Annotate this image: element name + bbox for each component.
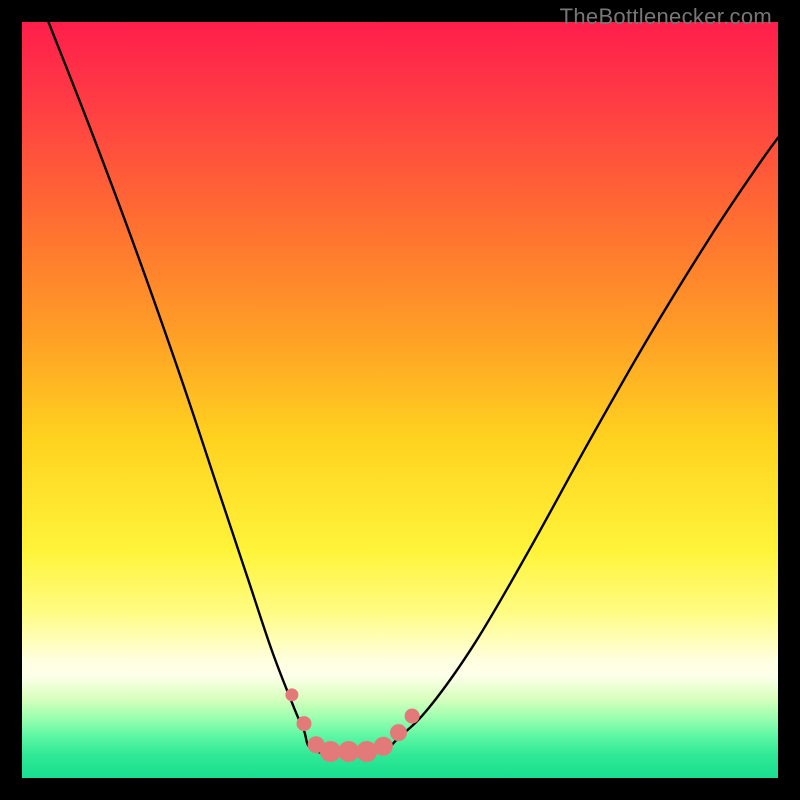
marker-point — [339, 742, 359, 762]
marker-point — [405, 709, 419, 723]
bottleneck-curve-chart — [0, 0, 800, 800]
marker-point — [286, 689, 298, 701]
marker-point — [390, 725, 406, 741]
bottleneck-curve-path — [48, 22, 778, 754]
marker-point — [320, 742, 340, 762]
marker-point — [374, 737, 392, 755]
watermark-text: TheBottlenecker.com — [560, 4, 772, 30]
marker-point — [297, 717, 311, 731]
marker-point — [357, 742, 377, 762]
